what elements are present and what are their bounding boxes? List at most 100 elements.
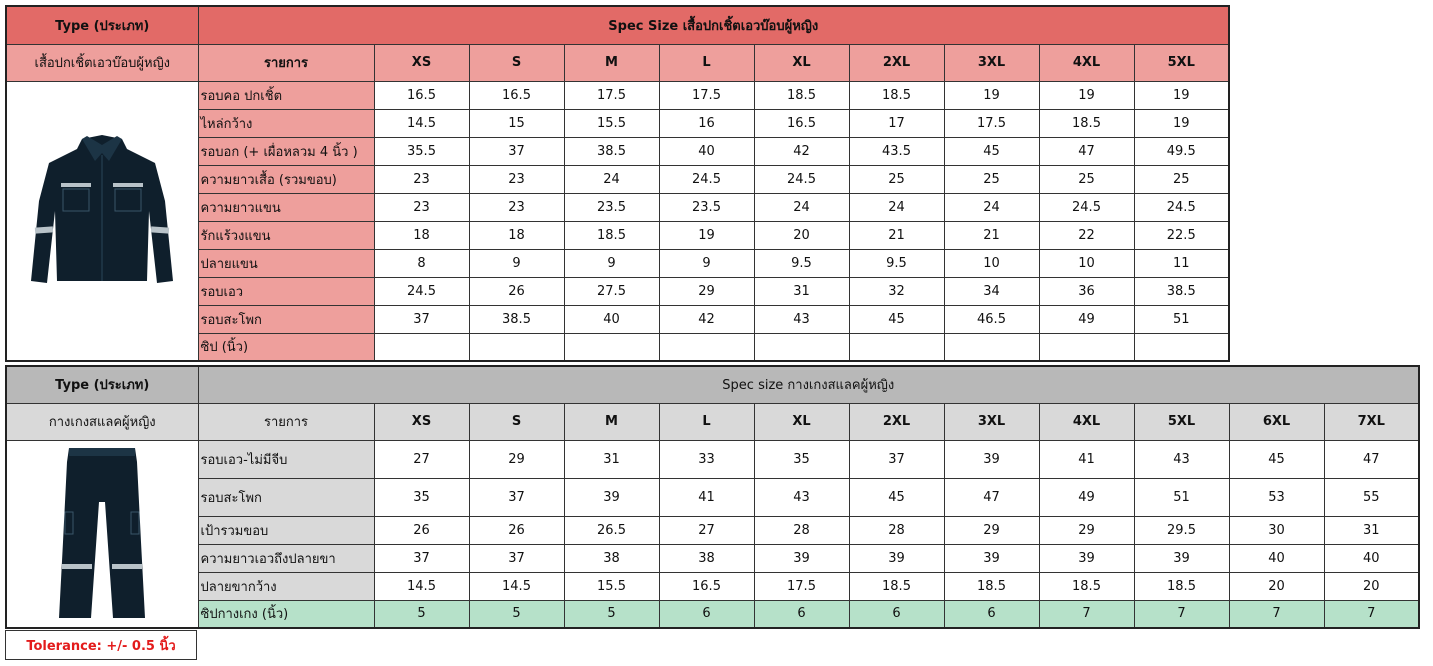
pants-type-header: Type (ประเภท): [5, 365, 199, 404]
value-cell: 26.5: [563, 515, 660, 545]
pants-size-header: 6XL: [1228, 402, 1325, 441]
value-cell: 25: [1133, 164, 1230, 194]
value-cell: 29: [1038, 515, 1135, 545]
value-cell: 26: [468, 515, 565, 545]
value-cell: 51: [1133, 477, 1230, 517]
value-cell: 18.5: [753, 80, 850, 110]
value-cell: 19: [1133, 108, 1230, 138]
shirt-size-header: XL: [753, 43, 850, 82]
value-cell: 26: [373, 515, 470, 545]
value-cell: 24.5: [373, 276, 470, 306]
value-cell: 49: [1038, 477, 1135, 517]
pants-size-header: 2XL: [848, 402, 945, 441]
shirt-size-header: 4XL: [1038, 43, 1135, 82]
work-pants-icon: [59, 447, 146, 618]
value-cell: 23: [373, 192, 470, 222]
value-cell: 20: [1323, 571, 1420, 601]
value-cell: 22.5: [1133, 220, 1230, 250]
value-cell: 15.5: [563, 571, 660, 601]
shirt-size-header: 2XL: [848, 43, 945, 82]
value-cell: 42: [753, 136, 850, 166]
value-cell: 43: [1133, 439, 1230, 479]
value-cell: 6: [753, 599, 850, 629]
value-cell: 39: [753, 543, 850, 573]
value-cell: 51: [1133, 304, 1230, 334]
shirt-size-header: XS: [373, 43, 470, 82]
value-cell: 18.5: [1038, 571, 1135, 601]
value-cell: 23: [468, 192, 565, 222]
value-cell: 14.5: [468, 571, 565, 601]
value-cell: 31: [1323, 515, 1420, 545]
value-cell: 11: [1133, 248, 1230, 278]
value-cell: [658, 332, 755, 362]
row-label: รอบเอว-ไม่มีจีบ: [197, 439, 375, 479]
value-cell: [1133, 332, 1230, 362]
table-row: รอบเอว 24.5 26 27.5 29 31 32 34 36 38.5: [6, 276, 1230, 306]
value-cell: 38: [563, 543, 660, 573]
value-cell: [848, 332, 945, 362]
value-cell: 39: [848, 543, 945, 573]
value-cell: 19: [943, 80, 1040, 110]
value-cell: 25: [1038, 164, 1135, 194]
table-row: ปลายขากว้าง 14.5 14.5 15.5 16.5 17.5 18.5 18.5 1…: [6, 571, 1420, 601]
row-label: รอบสะโพก: [197, 304, 375, 334]
value-cell: 17: [848, 108, 945, 138]
value-cell: 31: [753, 276, 850, 306]
value-cell: 38: [658, 543, 755, 573]
value-cell: 24: [563, 164, 660, 194]
value-cell: 19: [658, 220, 755, 250]
table-row: ซิปกางเกง (นิ้ว) 5 5 5 6 6 6 6 7 7 7 7: [6, 599, 1420, 629]
value-cell: 16.5: [658, 571, 755, 601]
value-cell: 25: [848, 164, 945, 194]
value-cell: 18.5: [943, 571, 1040, 601]
value-cell: 32: [848, 276, 945, 306]
row-label: รอบอก (+ เผื่อหลวม 4 นิ้ว ): [197, 136, 375, 166]
value-cell: 17.5: [658, 80, 755, 110]
table-row: รอบเอว-ไม่มีจีบ 27 29 31 33 35 37 39 41 43 45 47: [5, 439, 1420, 629]
pants-image-cell: [5, 439, 199, 629]
value-cell: 45: [943, 136, 1040, 166]
table-row: รอบอก (+ เผื่อหลวม 4 นิ้ว ) 35.5 37 38.5 40 4…: [6, 136, 1230, 166]
value-cell: 23.5: [563, 192, 660, 222]
value-cell: 27: [658, 515, 755, 545]
value-cell: 24: [848, 192, 945, 222]
value-cell: 10: [943, 248, 1040, 278]
value-cell: 6: [658, 599, 755, 629]
value-cell: 6: [848, 599, 945, 629]
pants-item-header: รายการ: [197, 402, 375, 441]
value-cell: 7: [1133, 599, 1230, 629]
value-cell: 8: [373, 248, 470, 278]
value-cell: 5: [563, 599, 660, 629]
pants-size-header: XL: [753, 402, 850, 441]
row-label: ความยาวเอวถึงปลายขา: [197, 543, 375, 573]
shirt-size-header: S: [468, 43, 565, 82]
value-cell: 27: [373, 439, 470, 479]
value-cell: [563, 332, 660, 362]
value-cell: 5: [468, 599, 565, 629]
row-label: ซิป (นิ้ว): [197, 332, 375, 362]
shirt-spec-title: Spec Size เสื้อปกเชิ้ตเอวบ๊อบผู้หญิง: [197, 5, 1230, 45]
value-cell: 5: [373, 599, 470, 629]
value-cell: 18.5: [563, 220, 660, 250]
work-shirt-icon: [31, 135, 174, 284]
value-cell: 47: [1323, 439, 1420, 479]
pants-type-name: กางเกงสแลคผู้หญิง: [5, 402, 199, 441]
value-cell: 38.5: [1133, 276, 1230, 306]
value-cell: 7: [1228, 599, 1325, 629]
table-row: ไหล่กว้าง 14.5 15 15.5 16 16.5 17 17.5 18.5 19: [6, 108, 1230, 138]
row-label: ซิปกางเกง (นิ้ว): [197, 599, 375, 629]
value-cell: 23: [373, 164, 470, 194]
pants-size-header: 3XL: [943, 402, 1040, 441]
value-cell: 41: [658, 477, 755, 517]
row-label: รอบคอ ปกเชิ้ต: [197, 80, 375, 110]
pants-size-header: XS: [373, 402, 470, 441]
value-cell: [943, 332, 1040, 362]
value-cell: 17.5: [943, 108, 1040, 138]
value-cell: 47: [943, 477, 1040, 517]
row-label: ปลายแขน: [197, 248, 375, 278]
value-cell: 7: [1323, 599, 1420, 629]
value-cell: 36: [1038, 276, 1135, 306]
row-label: รอบสะโพก: [197, 477, 375, 517]
value-cell: 45: [1228, 439, 1325, 479]
value-cell: 37: [468, 136, 565, 166]
